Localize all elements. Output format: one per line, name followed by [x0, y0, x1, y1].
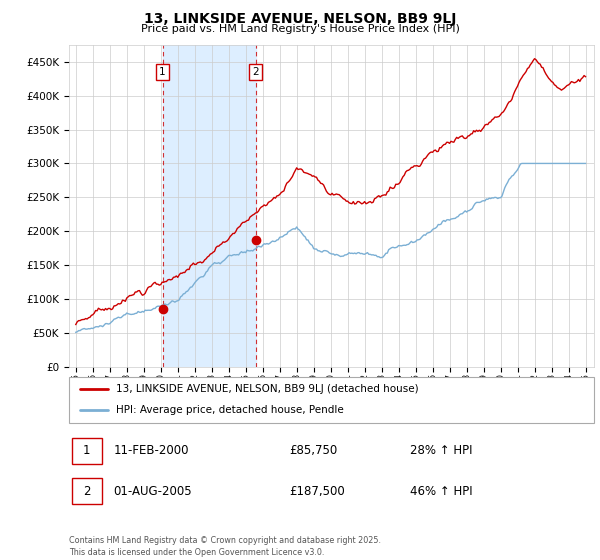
Text: 11-FEB-2000: 11-FEB-2000 [113, 444, 189, 457]
Text: Contains HM Land Registry data © Crown copyright and database right 2025.
This d: Contains HM Land Registry data © Crown c… [69, 536, 381, 557]
Text: 1: 1 [83, 444, 91, 457]
Text: £187,500: £187,500 [290, 485, 345, 498]
Text: £85,750: £85,750 [290, 444, 338, 457]
Text: 28% ↑ HPI: 28% ↑ HPI [410, 444, 473, 457]
Text: HPI: Average price, detached house, Pendle: HPI: Average price, detached house, Pend… [116, 405, 344, 416]
Text: 46% ↑ HPI: 46% ↑ HPI [410, 485, 473, 498]
Bar [71, 438, 102, 464]
Bar [163, 45, 256, 367]
Text: 2: 2 [252, 67, 259, 77]
Text: 2: 2 [83, 485, 91, 498]
Text: 13, LINKSIDE AVENUE, NELSON, BB9 9LJ (detached house): 13, LINKSIDE AVENUE, NELSON, BB9 9LJ (de… [116, 384, 419, 394]
Text: 01-AUG-2005: 01-AUG-2005 [113, 485, 192, 498]
Bar [71, 478, 102, 504]
Text: 13, LINKSIDE AVENUE, NELSON, BB9 9LJ: 13, LINKSIDE AVENUE, NELSON, BB9 9LJ [144, 12, 456, 26]
Text: Price paid vs. HM Land Registry's House Price Index (HPI): Price paid vs. HM Land Registry's House … [140, 24, 460, 34]
Text: 1: 1 [160, 67, 166, 77]
